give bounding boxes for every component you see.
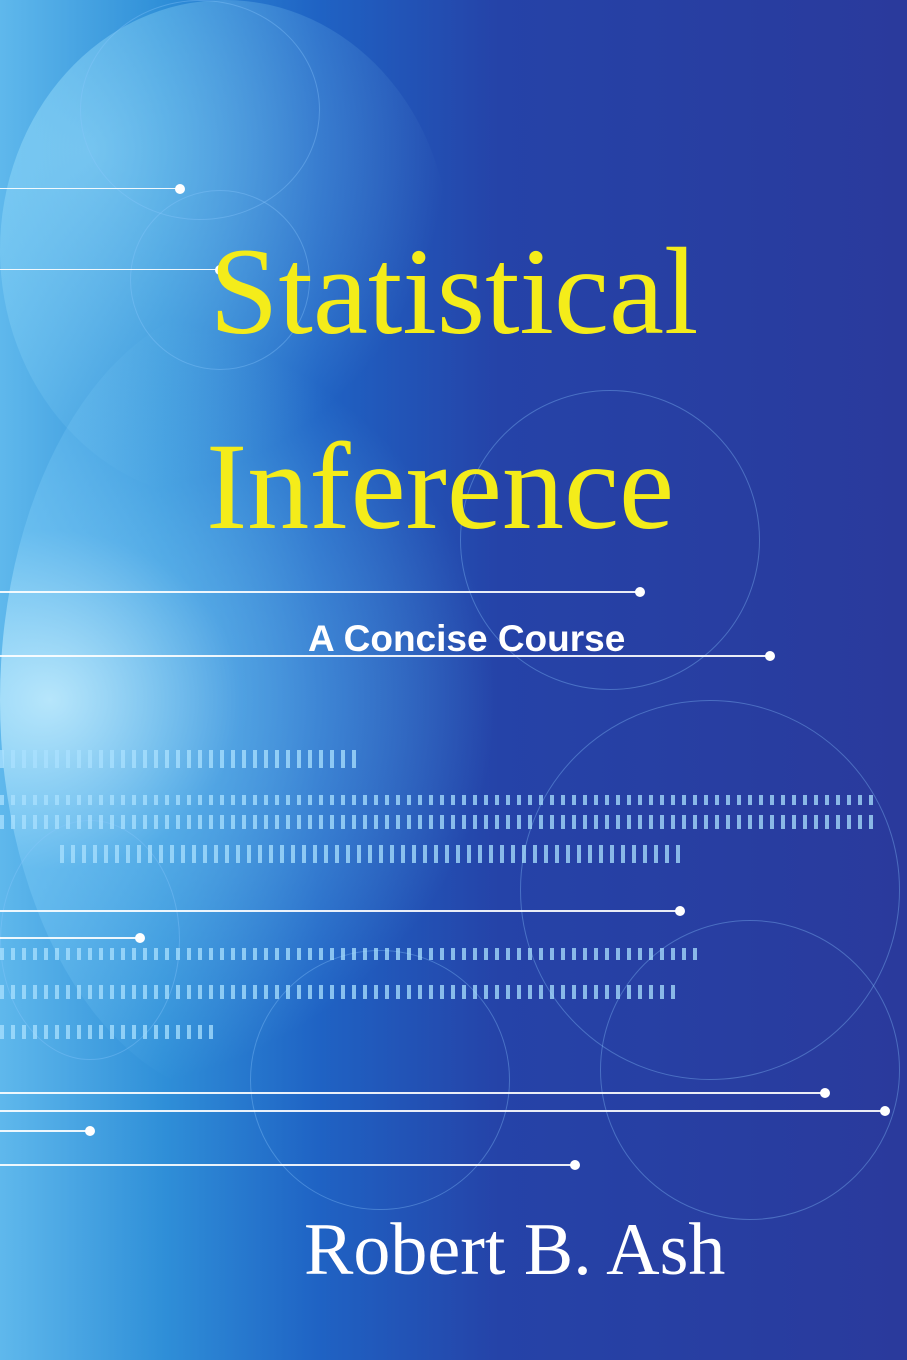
decor-dashes bbox=[0, 948, 700, 960]
decor-line bbox=[0, 933, 145, 943]
decor-dashes bbox=[0, 750, 360, 768]
decor-dashes bbox=[0, 1025, 220, 1039]
decor-line bbox=[0, 587, 645, 597]
decor-line bbox=[0, 1126, 95, 1136]
decor-dashes bbox=[0, 815, 880, 829]
decor-circle bbox=[600, 920, 900, 1220]
decor-dashes bbox=[0, 985, 680, 999]
decor-line bbox=[0, 651, 775, 661]
title-line-2: Inference bbox=[205, 418, 675, 555]
decor-line bbox=[0, 1106, 890, 1116]
decor-dashes bbox=[60, 845, 680, 863]
decor-line bbox=[0, 1088, 830, 1098]
title-line-1: Statistical bbox=[209, 223, 699, 360]
decor-line bbox=[0, 1160, 580, 1170]
decor-circle bbox=[460, 390, 760, 690]
decor-line bbox=[0, 906, 685, 916]
decor-line bbox=[0, 184, 185, 194]
decor-circle bbox=[80, 0, 320, 220]
subtitle: A Concise Course bbox=[308, 618, 626, 659]
decor-circle bbox=[130, 190, 310, 370]
author-name: Robert B. Ash bbox=[304, 1209, 726, 1291]
decor-dashes bbox=[0, 795, 880, 805]
decor-line bbox=[0, 265, 225, 275]
